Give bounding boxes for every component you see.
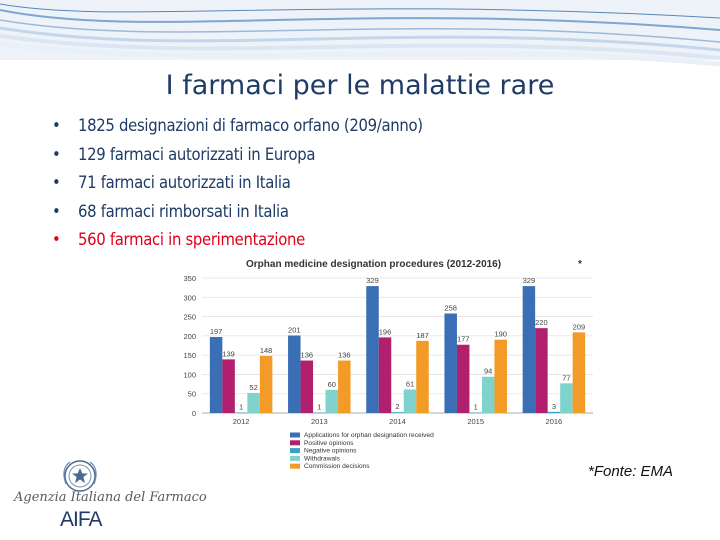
- bar: [456, 344, 470, 413]
- data-label: 52: [249, 383, 257, 392]
- bullet-text: 71 farmaci autorizzati in Italia: [78, 173, 291, 192]
- bar: [416, 340, 429, 413]
- bullet-text: 129 farmaci autorizzati in Europa: [78, 144, 316, 164]
- logo-agency-name: Agenzia Italiana del Farmaco: [14, 490, 207, 505]
- bar: [444, 313, 457, 413]
- bar: [469, 412, 482, 414]
- bar: [481, 376, 495, 413]
- bar: [247, 392, 260, 413]
- bullet-item: • 560 farmaci in sperimentazione: [52, 226, 423, 255]
- legend-swatch: [290, 440, 300, 446]
- chart-title: Orphan medicine designation procedures (…: [246, 259, 501, 270]
- data-label: 136: [301, 351, 314, 360]
- x-tick-label: 2014: [389, 417, 406, 426]
- bar: [313, 412, 326, 414]
- data-label: 209: [573, 322, 586, 331]
- x-tick-label: 2015: [467, 417, 484, 426]
- legend-swatch: [290, 463, 300, 469]
- x-tick-label: 2012: [233, 417, 250, 426]
- bullet-item: • 129 farmaci autorizzati in Europa: [52, 141, 423, 170]
- legend-swatch: [290, 455, 300, 461]
- logo-acronym: AIFA: [60, 508, 103, 531]
- aifa-emblem-icon: [63, 460, 97, 492]
- bar: [522, 286, 536, 413]
- legend-swatch: [290, 448, 300, 454]
- bar: [366, 286, 379, 413]
- bullet-list: • 1825 designazioni di farmaco orfano (20…: [52, 112, 423, 255]
- legend-label: Commission decisions: [304, 463, 370, 470]
- data-label: 177: [457, 335, 470, 344]
- bar: [403, 389, 417, 413]
- x-tick-label: 2016: [546, 417, 563, 426]
- data-label: 3: [552, 402, 556, 411]
- data-label: 197: [210, 327, 223, 336]
- data-label: 220: [535, 318, 548, 327]
- data-label: 258: [444, 303, 457, 312]
- bar: [391, 412, 404, 413]
- bullet-text: 1825 designazioni di farmaco orfano (209…: [78, 116, 423, 135]
- bullet-dot: •: [52, 201, 61, 221]
- legend-label: Negative opinions: [304, 448, 357, 455]
- bar: [535, 328, 548, 413]
- chart-title-marker: *: [578, 259, 582, 270]
- data-label: 77: [562, 373, 570, 382]
- bullet-text: 560 farmaci in sperimentazione: [78, 230, 305, 249]
- y-tick-label: 300: [183, 293, 196, 302]
- data-label: 94: [484, 367, 492, 376]
- data-label: 61: [406, 379, 414, 388]
- legend-label: Applications for orphan designation rece…: [304, 432, 434, 439]
- legend-label: Withdrawals: [304, 455, 341, 462]
- data-label: 2: [395, 402, 399, 411]
- bar: [572, 332, 586, 413]
- slide-title: I farmaci per le malattie rare: [165, 70, 555, 101]
- bar: [325, 389, 339, 413]
- bar: [547, 411, 561, 413]
- bar: [300, 360, 314, 413]
- y-tick-label: 150: [183, 351, 196, 360]
- chart-svg: Orphan medicine designation procedures (…: [183, 259, 593, 470]
- data-label: 329: [366, 276, 379, 285]
- bullet-item: • 1825 designazioni di farmaco orfano (20…: [52, 112, 423, 141]
- y-tick-label: 350: [183, 274, 196, 283]
- legend-label: Positive opinions: [304, 440, 354, 447]
- bar: [494, 339, 507, 413]
- data-label: 1: [317, 403, 321, 412]
- source-note: *Fonte: EMA: [588, 463, 674, 480]
- data-label: 187: [416, 331, 429, 340]
- y-tick-label: 0: [192, 409, 196, 418]
- data-label: 201: [288, 325, 301, 334]
- bar: [222, 359, 235, 413]
- data-label: 148: [260, 346, 273, 355]
- orphan-designation-chart: Orphan medicine designation procedures (…: [168, 252, 608, 480]
- bar: [288, 335, 301, 413]
- data-label: 190: [494, 330, 507, 339]
- bullet-dot: •: [52, 144, 61, 164]
- bar: [338, 360, 351, 413]
- y-tick-label: 50: [188, 390, 196, 399]
- bullet-text: 68 farmaci rimborsati in Italia: [78, 201, 289, 221]
- bar: [234, 412, 248, 414]
- bullet-dot: •: [52, 116, 61, 135]
- header-wave-decoration: [0, 0, 720, 67]
- bar: [259, 355, 273, 413]
- bullet-dot: •: [52, 173, 61, 192]
- bar: [378, 337, 392, 413]
- data-label: 60: [328, 380, 336, 389]
- data-label: 196: [379, 327, 392, 336]
- data-label: 136: [338, 351, 351, 360]
- x-tick-label: 2013: [311, 417, 328, 426]
- bar: [209, 337, 223, 413]
- y-tick-label: 100: [183, 370, 196, 379]
- data-label: 1: [474, 403, 478, 412]
- data-label: 139: [222, 349, 235, 358]
- y-tick-label: 200: [183, 332, 196, 341]
- legend-swatch: [290, 432, 300, 438]
- bullet-dot: •: [52, 230, 61, 249]
- data-label: 329: [523, 276, 536, 285]
- bullet-item: • 68 farmaci rimborsati in Italia: [52, 198, 423, 227]
- y-tick-label: 250: [183, 313, 196, 322]
- bullet-item: • 71 farmaci autorizzati in Italia: [52, 169, 423, 198]
- data-label: 1: [239, 403, 243, 412]
- bar: [560, 383, 573, 413]
